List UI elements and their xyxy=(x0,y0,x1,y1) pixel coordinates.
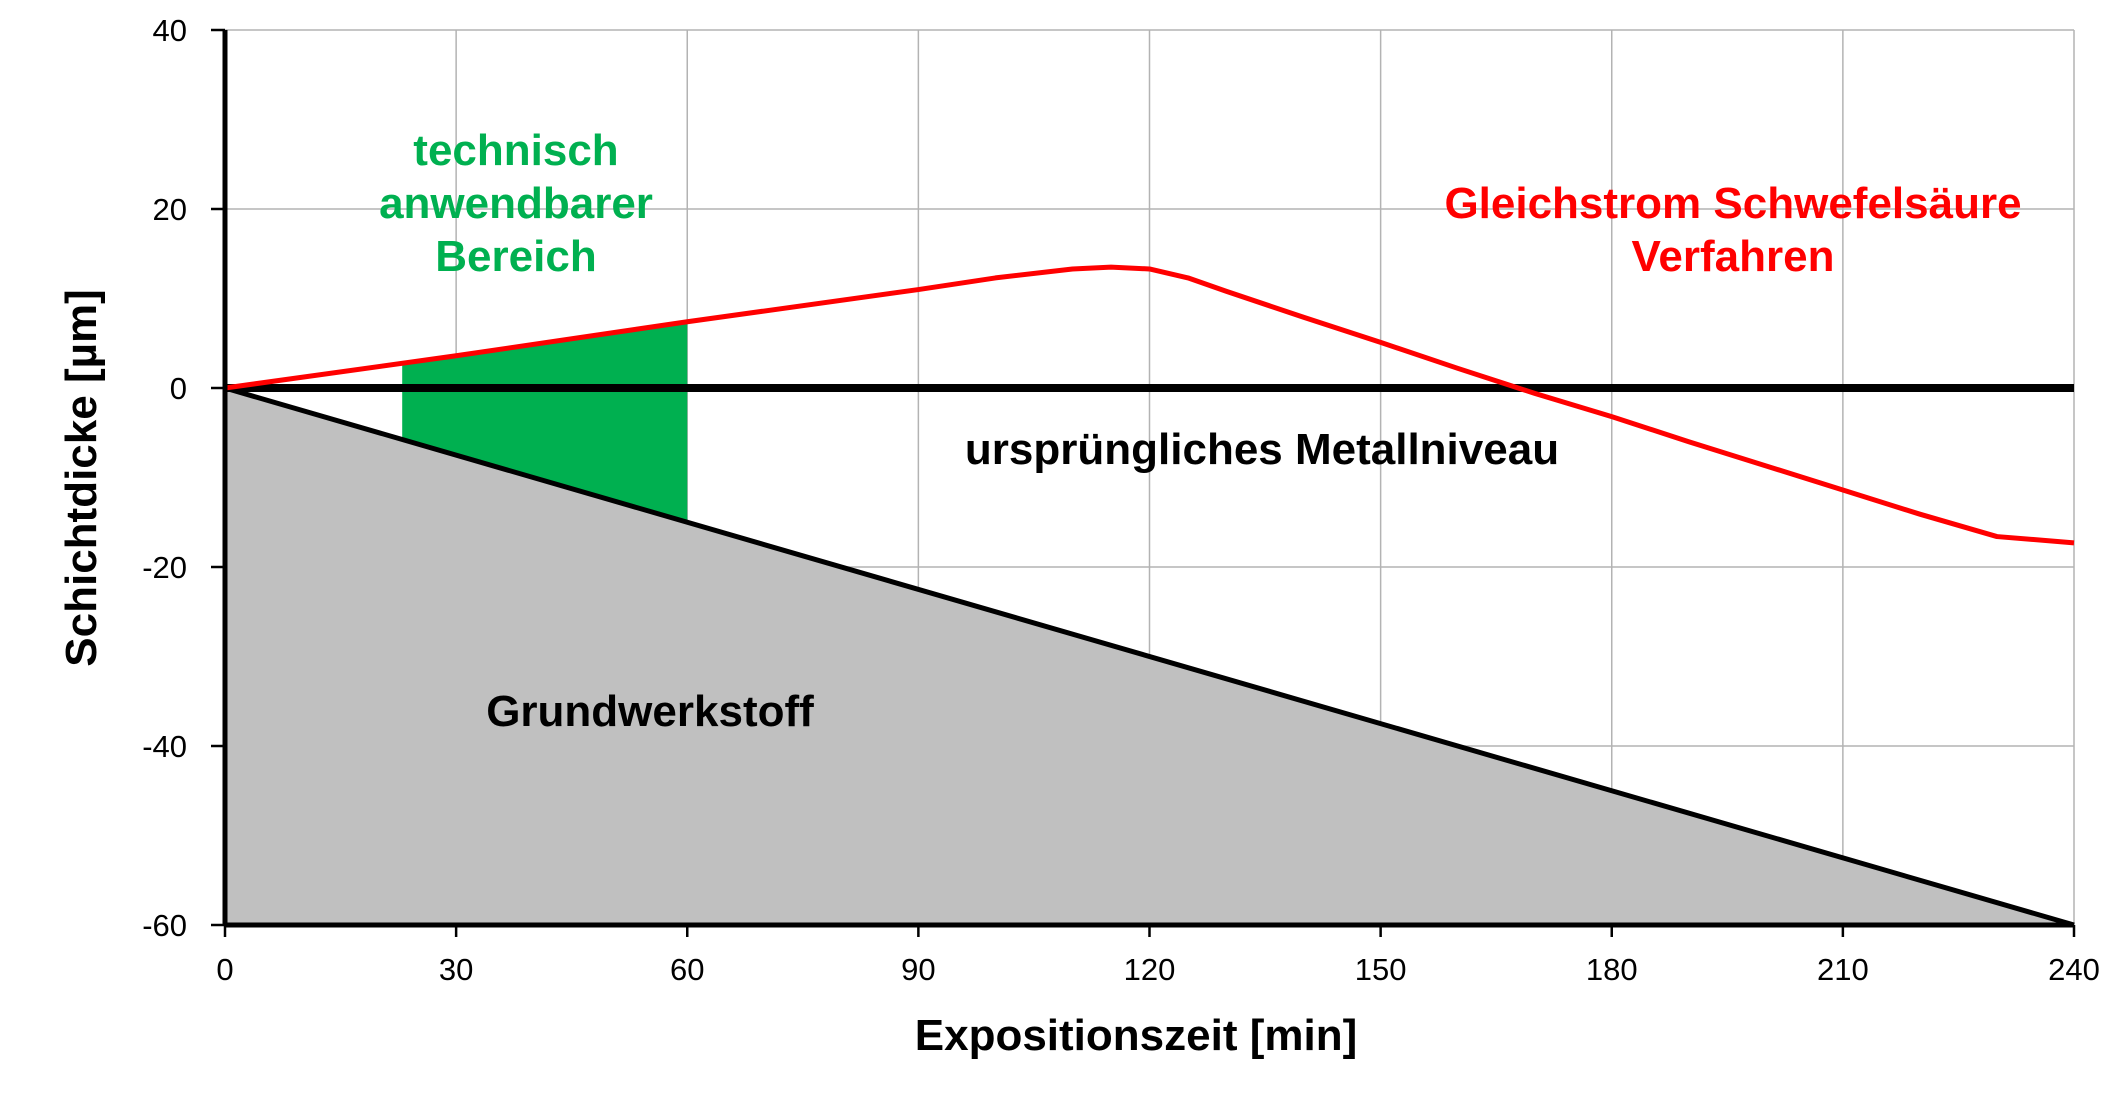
y-tick-label: -20 xyxy=(142,550,187,585)
technisch-anwendbarer-bereich-area xyxy=(402,321,688,523)
ticks: 0 30 60 90 120 150 180 210 240 -60 -40 -20 0 20 40 xyxy=(142,13,2100,987)
x-tick-label: 180 xyxy=(1586,952,1638,987)
series-line-gleichstrom xyxy=(224,264,2075,546)
x-tick-label: 60 xyxy=(670,952,704,987)
x-axis-title: Expositionszeit [min] xyxy=(915,1011,1357,1060)
grundwerkstoff-boundary-line xyxy=(224,385,2075,928)
x-tick-label: 30 xyxy=(439,952,473,987)
x-tick-label: 240 xyxy=(2048,952,2100,987)
x-tick-label: 90 xyxy=(901,952,935,987)
x-tick-label: 210 xyxy=(1817,952,1869,987)
x-tick-label: 0 xyxy=(216,952,233,987)
grundwerkstoff-label: Grundwerkstoff xyxy=(486,687,814,736)
y-tick-label: -60 xyxy=(142,908,187,943)
y-tick-label: -40 xyxy=(142,729,187,764)
series-label-line-2: Verfahren xyxy=(1632,232,1835,281)
y-tick-label: 0 xyxy=(170,371,187,406)
y-axis-title: Schichtdicke [µm] xyxy=(57,289,106,666)
green-region-label-line-1: technisch xyxy=(413,126,618,175)
series-label-line-1: Gleichstrom Schwefelsäure xyxy=(1444,179,2021,228)
x-tick-label: 150 xyxy=(1355,952,1407,987)
y-tick-label: 20 xyxy=(153,192,187,227)
x-tick-label: 120 xyxy=(1124,952,1176,987)
reference-line-label: ursprüngliches Metallniveau xyxy=(965,425,1559,474)
y-tick-label: 40 xyxy=(153,13,187,48)
green-region-label-line-2: anwendbarer xyxy=(379,179,653,228)
green-region-label-line-3: Bereich xyxy=(435,232,596,281)
